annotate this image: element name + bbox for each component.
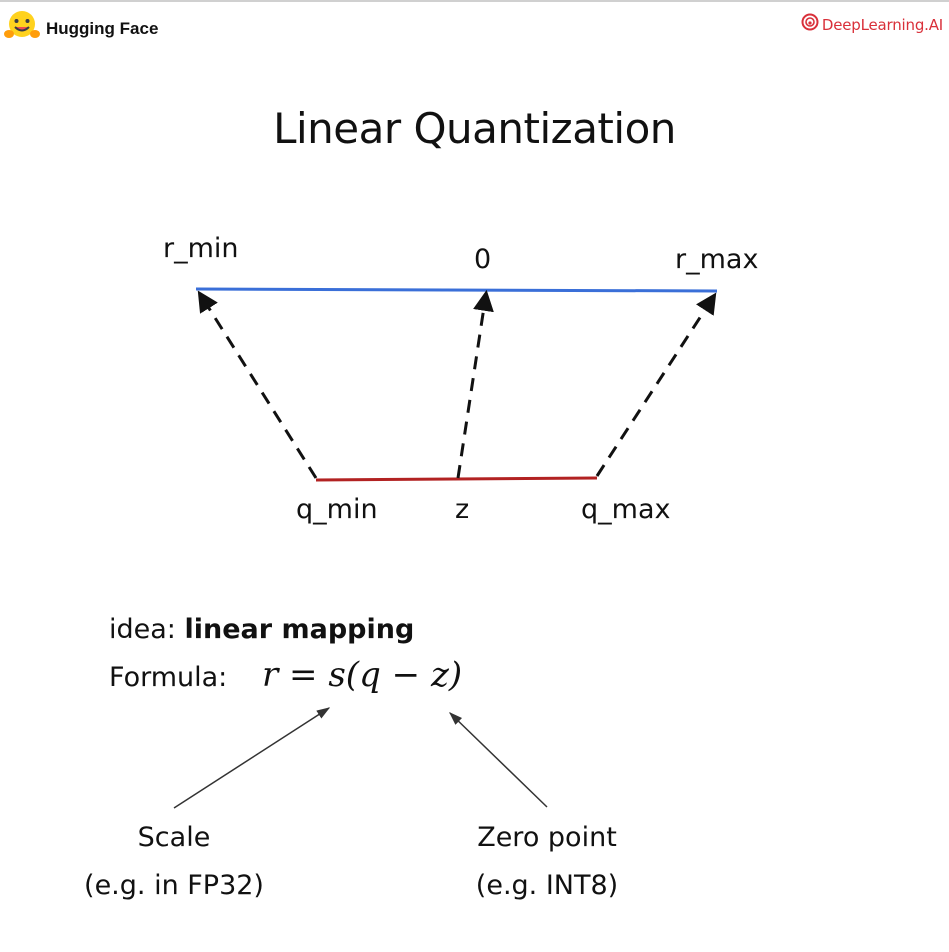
arrow-qmin-to-rmin <box>197 290 318 479</box>
hugging-face-brand: Hugging Face <box>4 8 158 49</box>
deeplearning-ai-logo-icon <box>801 13 819 36</box>
idea-emphasis: linear mapping <box>184 614 415 645</box>
zero-point-pointer-arrow <box>449 712 548 808</box>
zero-point-title: Zero point <box>477 822 617 853</box>
page-title: Linear Quantization <box>273 104 676 153</box>
zero-point-note: (e.g. INT8) <box>475 870 619 901</box>
scale-note: (e.g. in FP32) <box>84 870 264 901</box>
scale-title: Scale <box>137 822 211 853</box>
deeplearning-ai-name: DeepLearning.AI <box>821 15 943 34</box>
label-zero: 0 <box>474 244 492 275</box>
formula-label: Formula: <box>109 662 228 693</box>
real-range-line <box>195 287 718 293</box>
scale-pointer-arrow <box>173 707 331 809</box>
hugging-face-emoji-icon <box>4 8 40 49</box>
deeplearning-ai-brand: DeepLearning.AI <box>801 13 943 36</box>
formula-expression: r = s(q − z) <box>262 655 463 695</box>
hugging-face-name: Hugging Face <box>46 18 159 38</box>
top-border <box>0 0 949 2</box>
idea-line: idea: linear mapping <box>109 614 414 645</box>
label-q-min: q_min <box>296 494 378 525</box>
idea-prefix: idea: <box>109 614 185 645</box>
label-r-min: r_min <box>163 233 239 264</box>
arrow-z-to-zero <box>456 289 494 479</box>
quantized-range-line <box>315 476 598 482</box>
label-q-max: q_max <box>581 494 671 525</box>
label-z: z <box>455 494 470 525</box>
label-r-max: r_max <box>675 244 759 275</box>
arrow-qmax-to-rmax <box>595 292 717 477</box>
